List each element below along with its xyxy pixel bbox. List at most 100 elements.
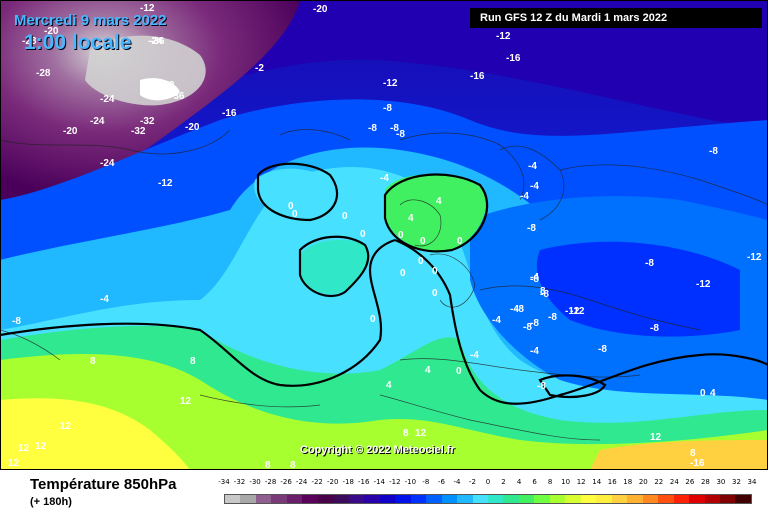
- legend-swatch: [395, 495, 411, 503]
- valid-time-block: Mercredi 9 mars 2022 1:00 locale: [14, 12, 167, 55]
- valid-time: 1:00 locale: [24, 31, 132, 54]
- isotherm-label: -4: [470, 350, 479, 361]
- legend-label: 0: [485, 478, 491, 486]
- isotherm-label: -20: [185, 122, 200, 133]
- isotherm-label: -36: [150, 36, 165, 47]
- isotherm-label: 0: [456, 366, 462, 377]
- legend-swatch: [503, 495, 519, 503]
- isotherm-label: -20: [313, 4, 328, 15]
- isotherm-label: -36: [170, 91, 185, 102]
- legend-label: 32: [732, 478, 741, 486]
- isotherm-label: -28: [22, 36, 37, 47]
- legend-swatch: [611, 495, 628, 503]
- isotherm-label: -12: [140, 3, 155, 14]
- legend-label: 10: [561, 478, 571, 486]
- legend-label: 18: [623, 478, 633, 486]
- field-yellow: [0, 398, 190, 470]
- isotherm-label: -2: [255, 63, 264, 74]
- legend-swatches: [224, 494, 752, 504]
- legend-label: 34: [747, 478, 757, 486]
- isotherm-label: 12: [35, 441, 47, 452]
- field-yellowgreen: [0, 354, 768, 470]
- isotherm-label: -4: [380, 173, 389, 184]
- legend-label: -8: [422, 478, 430, 486]
- legend-swatch: [720, 495, 736, 503]
- isotherm-label: 0: [432, 288, 438, 299]
- isotherm-label: -12: [696, 279, 711, 290]
- copyright: Copyright © 2022 Meteociel.fr: [300, 444, 455, 456]
- legend-swatch: [410, 495, 427, 503]
- isotherm-label: 0: [370, 314, 376, 325]
- legend-swatch: [534, 495, 550, 503]
- legend-swatch: [364, 495, 380, 503]
- isotherm-label: -8: [537, 381, 546, 392]
- isotherm-label: 12: [415, 428, 427, 439]
- legend-label: 26: [685, 478, 695, 486]
- legend-swatch: [580, 495, 597, 503]
- isotherm-label: 4: [408, 213, 414, 224]
- legend-label: -4: [453, 478, 461, 486]
- map-title: Température 850hPa: [30, 476, 177, 493]
- isotherm-label: -4: [530, 272, 539, 283]
- isotherm-label: -12: [570, 306, 585, 317]
- isotherm-label: 8: [540, 286, 546, 297]
- field-azores: [300, 239, 369, 295]
- isotherm-label: 8: [265, 460, 271, 470]
- color-legend: -34 -32 -30 -28 -26 -24 -22 -20 -18 -16 -14 -12 -10-…: [218, 470, 756, 512]
- isotherm-label: -8: [598, 344, 607, 355]
- legend-labels: -34 -32 -30 -28 -26 -24 -22 -20 -18 -16 -14 -12 -10-…: [218, 478, 756, 490]
- legend-swatch: [472, 495, 488, 503]
- temperature-map: -12-20-28 -24-36-28-32-36-2-16-24-20-24-3…: [0, 0, 768, 470]
- isotherm-label: 0: [700, 388, 706, 399]
- isotherm-label: 12: [650, 432, 662, 443]
- isotherm-label: 4: [386, 380, 392, 391]
- isotherm-label: -4: [528, 161, 537, 172]
- isotherm-label: -32: [160, 80, 175, 91]
- isotherm-label: -4: [530, 181, 539, 192]
- isotherm-label: -32: [131, 126, 146, 137]
- legend-swatch: [441, 495, 458, 503]
- isotherm-label: -8: [523, 322, 532, 333]
- legend-label: -28: [264, 478, 277, 486]
- isotherm-label: -12: [496, 31, 511, 42]
- legend-swatch: [518, 495, 535, 503]
- legend-label: -10: [404, 478, 417, 486]
- isotherm-label: 12: [60, 421, 72, 432]
- isotherm-label: -8: [530, 318, 539, 329]
- legend-label: 4: [516, 478, 522, 486]
- isotherm-label: -8: [390, 123, 399, 134]
- field-yellow-se: [590, 440, 768, 470]
- isotherm-label: 8: [290, 460, 296, 470]
- legend-swatch: [255, 495, 272, 503]
- legend-swatch: [379, 495, 396, 503]
- isotherm-label: -8: [540, 289, 549, 300]
- legend-swatch: [627, 495, 643, 503]
- legend-swatch: [225, 495, 241, 503]
- isotherm-label: -4: [100, 294, 109, 305]
- isotherm-labels: -12-20-28 -24-36-28-32-36-2-16-24-20-24-3…: [8, 3, 762, 470]
- map-subtitle: (+ 180h): [30, 496, 72, 508]
- legend-label: -26: [280, 478, 292, 486]
- isotherm-label: -8: [530, 274, 539, 285]
- isotherm-label: 0: [400, 268, 406, 279]
- isotherm-label: -8: [527, 223, 536, 234]
- isotherm-label: -20: [63, 126, 78, 137]
- isotherm-label: -32: [140, 116, 155, 127]
- legend-swatch: [642, 495, 659, 503]
- legend-label: 16: [607, 478, 617, 486]
- field-uk: [385, 174, 486, 251]
- legend-label: -32: [233, 478, 246, 486]
- isotherm-label: -12: [158, 178, 173, 189]
- isotherm-label: -8: [709, 146, 718, 157]
- isotherm-label: 0: [457, 236, 463, 247]
- isotherm-label: -4: [530, 346, 539, 357]
- isotherm-label: 12: [18, 443, 30, 454]
- isotherm-label: 0: [432, 266, 438, 277]
- legend-label: -14: [373, 478, 385, 486]
- valid-date: Mercredi 9 mars 2022: [14, 12, 167, 29]
- legend-swatch: [426, 495, 442, 503]
- legend-swatch: [240, 495, 256, 503]
- legend-swatch: [457, 495, 473, 503]
- legend-label: 8: [547, 478, 553, 486]
- legend-swatch: [271, 495, 287, 503]
